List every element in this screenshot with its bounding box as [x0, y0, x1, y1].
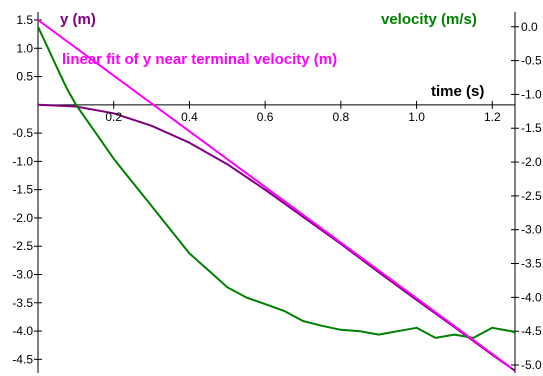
- left-tick-label: -3.5: [12, 296, 33, 310]
- x-tick-label: 0.6: [257, 110, 274, 124]
- linear-fit-series-line: [37, 19, 512, 369]
- left-tick-label: -1.0: [12, 154, 33, 168]
- left-tick-label: -4.5: [12, 352, 33, 366]
- x-axis-label: time (s): [431, 83, 484, 100]
- right-tick-label: -2.5: [521, 189, 542, 203]
- right-tick-label: -3.0: [521, 223, 542, 237]
- right-tick-label: -4.5: [521, 324, 542, 338]
- right-axis-label: velocity (m/s): [381, 11, 477, 28]
- left-tick-label: -4.0: [12, 324, 33, 338]
- fit-series-label: linear fit of y near terminal velocity (…: [62, 51, 337, 68]
- right-tick-label: -3.5: [521, 257, 542, 271]
- series-group: [37, 19, 516, 372]
- tick-labels: 1.5 1.0 0.5 -0.5 -1.0 -1.5 -2.0 -2.5 -3.0 -3.5 -4.…: [12, 13, 542, 372]
- left-tick-label: -2.0: [12, 211, 33, 225]
- left-tick-label: 0.5: [16, 70, 33, 84]
- right-tick-label: -5.0: [521, 358, 542, 372]
- left-tick-label: -1.5: [12, 183, 33, 197]
- right-tick-label: -0.5: [521, 54, 542, 68]
- axis-labels: y (m) velocity (m/s) linear fit of y nea…: [60, 11, 484, 100]
- right-tick-label: 0.0: [521, 20, 538, 34]
- left-tick-label: -3.0: [12, 268, 33, 282]
- x-tick-label: 1.0: [408, 110, 425, 124]
- left-tick-label: 1.0: [16, 41, 33, 55]
- axes: [34, 12, 519, 373]
- x-tick-label: 0.4: [181, 110, 198, 124]
- velocity-series-line: [37, 26, 516, 339]
- left-tick-label: -0.5: [12, 126, 33, 140]
- x-tick-label: 0.8: [333, 110, 350, 124]
- right-tick-label: -2.0: [521, 155, 542, 169]
- left-tick-label: 1.5: [16, 13, 33, 27]
- x-tick-label: 0.2: [105, 110, 122, 124]
- x-tick-label: 1.2: [484, 110, 501, 124]
- position-series-line: [37, 103, 516, 372]
- left-axis-label: y (m): [60, 11, 96, 28]
- right-tick-label: -1.5: [521, 121, 542, 135]
- right-tick-label: -1.0: [521, 87, 542, 101]
- left-tick-label: -2.5: [12, 239, 33, 253]
- right-tick-label: -4.0: [521, 290, 542, 304]
